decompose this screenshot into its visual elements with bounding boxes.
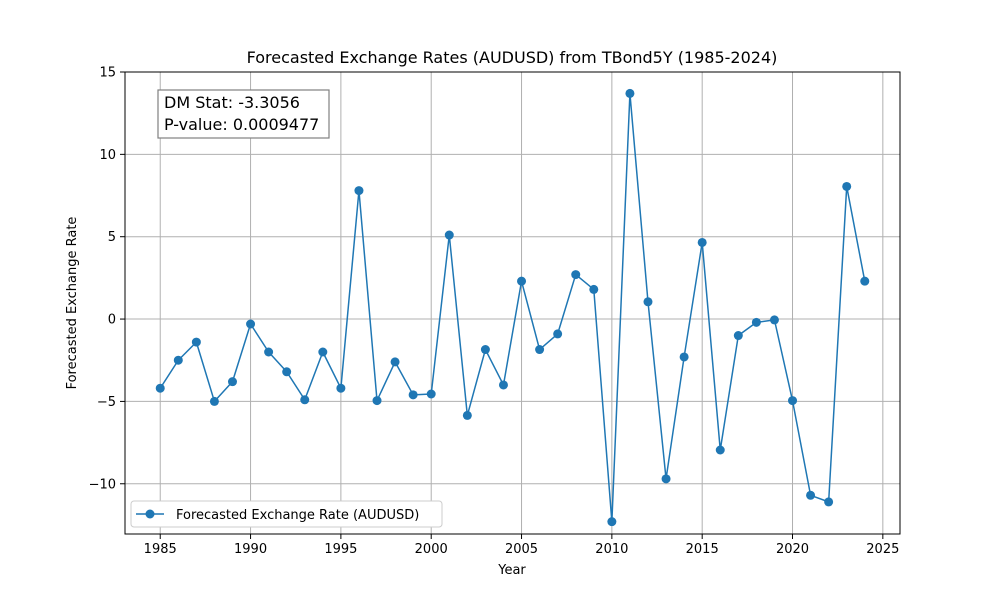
data-point (860, 276, 870, 286)
x-tick-label: 2025 (866, 542, 899, 557)
data-point (643, 297, 653, 307)
y-tick-label: 0 (108, 313, 116, 328)
legend: Forecasted Exchange Rate (AUDUSD) (130, 500, 443, 528)
annotation-dm-stat: DM Stat: -3.3056 (164, 93, 300, 112)
data-point (571, 270, 581, 280)
y-axis-label: Forecasted Exchange Rate (65, 217, 80, 390)
data-point (535, 345, 545, 355)
x-tick-label: 1985 (144, 542, 177, 557)
y-tick-label: −10 (89, 477, 116, 492)
data-point (661, 474, 671, 484)
data-point (788, 396, 798, 406)
x-tick-label: 2005 (505, 542, 538, 557)
series-marker-layer (155, 88, 870, 527)
data-point (246, 319, 256, 329)
data-point (173, 355, 183, 365)
data-point (264, 347, 274, 357)
data-point (517, 276, 527, 286)
data-point (191, 337, 201, 347)
data-point (390, 357, 400, 367)
data-point (824, 497, 834, 507)
chart-title: Forecasted Exchange Rates (AUDUSD) from … (247, 48, 778, 67)
data-point (155, 383, 165, 393)
data-point (715, 445, 725, 455)
legend-frame (130, 500, 443, 528)
data-point (462, 410, 472, 420)
x-tick-label: 2000 (415, 542, 448, 557)
data-point (336, 383, 346, 393)
annotation-p-value: P-value: 0.0009477 (164, 115, 319, 134)
series-line (159, 92, 866, 523)
data-point (444, 230, 454, 240)
data-point (553, 329, 563, 339)
data-point (408, 390, 418, 400)
x-tick-label: 1990 (234, 542, 267, 557)
y-tick-label: 15 (99, 66, 116, 81)
legend-marker-swatch (145, 509, 155, 519)
data-point (589, 284, 599, 294)
data-point (697, 237, 707, 247)
data-point (607, 517, 617, 527)
legend-entry-label: Forecasted Exchange Rate (AUDUSD) (176, 508, 419, 523)
x-tick-label: 2015 (686, 542, 719, 557)
x-tick-label: 2020 (776, 542, 809, 557)
y-tick-label: −5 (97, 395, 116, 410)
data-point (679, 352, 689, 362)
stats-annotation-box: DM Stat: -3.3056 P-value: 0.0009477 (157, 89, 330, 139)
y-tick-label: 10 (99, 148, 116, 163)
data-point (354, 186, 364, 196)
data-point (769, 315, 779, 325)
data-point (282, 367, 292, 377)
data-point (300, 395, 310, 405)
data-point (733, 331, 743, 341)
data-point (498, 380, 508, 390)
data-point (227, 377, 237, 387)
ticks: 1985 1990 1995 2000 2005 2010 2015 2020 2025 −10 −… (89, 66, 900, 558)
x-tick-label: 1995 (324, 542, 357, 557)
y-tick-label: 5 (108, 230, 116, 245)
annotation-frame (157, 89, 330, 139)
data-point (480, 345, 490, 355)
data-point (318, 347, 328, 357)
data-point (372, 396, 382, 406)
x-axis-label: Year (497, 563, 526, 578)
data-point (806, 490, 816, 500)
series-line-layer (159, 92, 866, 523)
data-point (209, 396, 219, 406)
data-point (426, 389, 436, 399)
data-point (625, 88, 635, 98)
data-point (751, 317, 761, 327)
plot-frame (124, 71, 901, 535)
data-point (842, 181, 852, 191)
x-tick-label: 2010 (595, 542, 628, 557)
